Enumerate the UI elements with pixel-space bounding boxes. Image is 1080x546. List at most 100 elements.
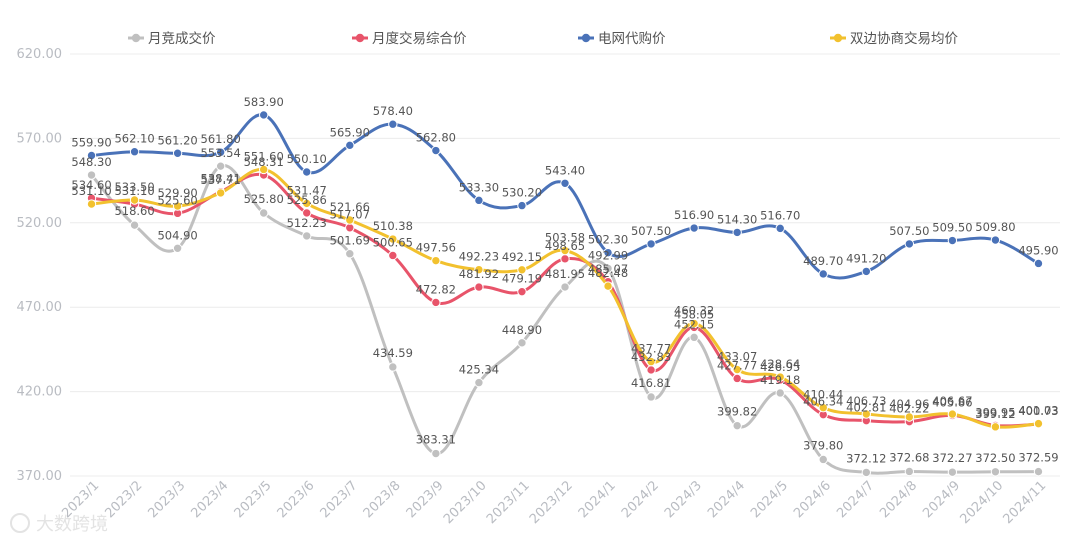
data-point-grid-agency[interactable] bbox=[861, 266, 872, 277]
data-point-bilateral-negotiation[interactable] bbox=[258, 164, 269, 175]
data-label: 537.71 bbox=[201, 173, 241, 187]
data-label: 538.41 bbox=[201, 172, 241, 186]
y-axis: 620.00 570.00 520.00 470.00 420.00 370.00 bbox=[17, 47, 63, 484]
data-point-bilateral-negotiation[interactable] bbox=[129, 195, 140, 205]
data-point-bilateral-negotiation[interactable] bbox=[603, 281, 613, 291]
legend-item-bilateral-negotiation[interactable]: 双边协商交易均价 bbox=[830, 30, 958, 47]
data-point-monthly-auction[interactable] bbox=[431, 448, 441, 459]
data-point-monthly-auction[interactable] bbox=[388, 362, 398, 372]
data-point-monthly-composite[interactable] bbox=[431, 297, 441, 308]
data-point-monthly-composite[interactable] bbox=[517, 286, 527, 297]
legend-item-monthly-auction[interactable]: 月竞成交价 bbox=[128, 30, 216, 47]
data-label: 481.95 bbox=[545, 267, 585, 281]
data-point-bilateral-negotiation[interactable] bbox=[560, 245, 570, 256]
data-point-bilateral-negotiation[interactable] bbox=[172, 201, 183, 211]
data-point-monthly-auction[interactable] bbox=[603, 263, 613, 274]
data-point-grid-agency[interactable] bbox=[603, 247, 613, 258]
data-point-grid-agency[interactable] bbox=[775, 223, 785, 234]
data-point-grid-agency[interactable] bbox=[818, 269, 828, 279]
data-point-monthly-auction[interactable] bbox=[172, 243, 183, 253]
data-point-bilateral-negotiation[interactable] bbox=[345, 215, 355, 225]
data-point-bilateral-negotiation[interactable] bbox=[215, 188, 226, 198]
data-point-grid-agency[interactable] bbox=[646, 239, 656, 249]
data-label: 525.86 bbox=[287, 193, 327, 207]
data-point-monthly-auction[interactable] bbox=[129, 220, 140, 230]
data-point-monthly-composite[interactable] bbox=[560, 254, 570, 264]
data-point-bilateral-negotiation[interactable] bbox=[861, 409, 872, 419]
data-point-bilateral-negotiation[interactable] bbox=[517, 265, 527, 275]
data-point-grid-agency[interactable] bbox=[517, 200, 527, 211]
data-point-monthly-auction[interactable] bbox=[775, 388, 785, 398]
data-point-grid-agency[interactable] bbox=[904, 239, 915, 249]
data-point-monthly-auction[interactable] bbox=[345, 249, 355, 259]
data-label: 512.23 bbox=[287, 216, 327, 230]
data-point-grid-agency[interactable] bbox=[215, 147, 226, 157]
data-label: 504.90 bbox=[157, 228, 197, 242]
data-point-monthly-composite[interactable] bbox=[474, 282, 484, 292]
data-point-grid-agency[interactable] bbox=[431, 145, 441, 156]
data-label: 503.58 bbox=[545, 231, 585, 245]
data-point-grid-agency[interactable] bbox=[1033, 258, 1044, 269]
data-point-bilateral-negotiation[interactable] bbox=[474, 264, 484, 275]
data-point-bilateral-negotiation[interactable] bbox=[388, 234, 398, 244]
data-point-monthly-auction[interactable] bbox=[215, 161, 226, 171]
data-point-bilateral-negotiation[interactable] bbox=[990, 422, 1001, 432]
data-point-grid-agency[interactable] bbox=[86, 150, 97, 161]
data-point-monthly-auction[interactable] bbox=[474, 377, 484, 388]
data-point-bilateral-negotiation[interactable] bbox=[818, 403, 828, 413]
data-point-grid-agency[interactable] bbox=[732, 227, 742, 238]
data-point-grid-agency[interactable] bbox=[947, 235, 958, 246]
data-point-grid-agency[interactable] bbox=[172, 148, 183, 158]
data-point-monthly-auction[interactable] bbox=[258, 208, 269, 218]
data-point-grid-agency[interactable] bbox=[388, 119, 398, 129]
data-label: 530.20 bbox=[502, 186, 542, 200]
data-point-monthly-auction[interactable] bbox=[818, 454, 828, 465]
data-point-grid-agency[interactable] bbox=[689, 223, 699, 233]
data-point-monthly-auction[interactable] bbox=[689, 332, 699, 343]
data-point-monthly-auction[interactable] bbox=[646, 392, 656, 402]
data-point-bilateral-negotiation[interactable] bbox=[775, 372, 785, 382]
x-tick-label: 2024/6 bbox=[791, 478, 834, 521]
x-tick-label: 2023/7 bbox=[318, 478, 361, 521]
legend-item-grid-agency[interactable]: 电网代购价 bbox=[578, 31, 666, 47]
data-point-monthly-auction[interactable] bbox=[86, 170, 97, 180]
data-point-monthly-composite[interactable] bbox=[302, 208, 312, 218]
data-point-bilateral-negotiation[interactable] bbox=[86, 199, 97, 209]
x-tick-label: 2024/10 bbox=[957, 478, 1006, 527]
data-point-grid-agency[interactable] bbox=[990, 235, 1001, 245]
data-point-grid-agency[interactable] bbox=[474, 195, 484, 206]
data-point-bilateral-negotiation[interactable] bbox=[689, 318, 699, 329]
data-point-monthly-auction[interactable] bbox=[904, 466, 915, 477]
data-point-monthly-composite[interactable] bbox=[732, 373, 742, 384]
data-point-monthly-composite[interactable] bbox=[345, 223, 355, 233]
data-point-bilateral-negotiation[interactable] bbox=[732, 364, 742, 375]
data-label: 425.34 bbox=[459, 363, 499, 377]
data-point-bilateral-negotiation[interactable] bbox=[431, 255, 441, 266]
data-label: 565.90 bbox=[330, 125, 370, 139]
data-label: 399.12 bbox=[975, 407, 1015, 421]
data-label: 548.30 bbox=[71, 155, 111, 169]
data-point-grid-agency[interactable] bbox=[345, 140, 355, 151]
data-point-bilateral-negotiation[interactable] bbox=[947, 409, 958, 419]
data-point-monthly-composite[interactable] bbox=[388, 250, 398, 261]
data-point-grid-agency[interactable] bbox=[129, 147, 140, 157]
legend[interactable]: 月竞成交价 月度交易综合价 电网代购价 双边协商交易均价 bbox=[128, 30, 958, 47]
data-point-monthly-auction[interactable] bbox=[947, 467, 958, 477]
data-point-bilateral-negotiation[interactable] bbox=[302, 198, 312, 209]
data-point-monthly-composite[interactable] bbox=[646, 365, 656, 375]
data-point-monthly-auction[interactable] bbox=[1033, 466, 1044, 477]
data-point-bilateral-negotiation[interactable] bbox=[1033, 418, 1044, 429]
data-point-grid-agency[interactable] bbox=[258, 110, 269, 120]
data-point-monthly-auction[interactable] bbox=[560, 282, 570, 292]
data-point-grid-agency[interactable] bbox=[560, 178, 570, 189]
data-point-bilateral-negotiation[interactable] bbox=[904, 412, 915, 422]
data-point-monthly-auction[interactable] bbox=[861, 467, 872, 478]
data-point-monthly-auction[interactable] bbox=[990, 467, 1001, 477]
legend-item-monthly-composite[interactable]: 月度交易综合价 bbox=[352, 30, 467, 47]
data-point-grid-agency[interactable] bbox=[302, 167, 312, 177]
data-point-monthly-auction[interactable] bbox=[732, 420, 742, 431]
data-point-bilateral-negotiation[interactable] bbox=[646, 356, 656, 367]
data-point-monthly-auction[interactable] bbox=[517, 338, 527, 348]
data-point-monthly-auction[interactable] bbox=[302, 231, 312, 241]
